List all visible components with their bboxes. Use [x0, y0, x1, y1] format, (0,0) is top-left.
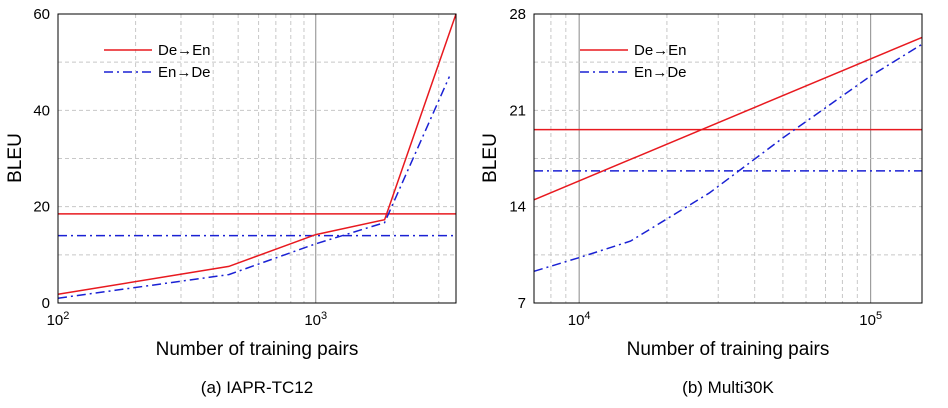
y-tick-label: 40: [33, 102, 50, 119]
grid: [58, 14, 456, 303]
legend-label: De→En: [158, 42, 211, 59]
y-tick-label: 60: [33, 6, 50, 23]
baseline-lines: [534, 128, 922, 172]
series-lines: [533, 36, 923, 273]
grid: [534, 14, 922, 303]
y-tick-label: 7: [518, 295, 526, 312]
y-tick-label: 20: [33, 199, 50, 216]
x-tick-label: 104: [568, 310, 591, 329]
y-tick-label: 0: [42, 295, 50, 312]
y-axis-label: BLEU: [5, 133, 26, 183]
series-line-en-de: [57, 76, 451, 299]
y-tick-labels: 7 14 21 28: [509, 6, 526, 312]
x-axis-label: Number of training pairs: [627, 339, 830, 360]
series-line-de-en: [57, 13, 457, 296]
x-tick-label: 105: [859, 310, 882, 329]
legend-label: En→De: [634, 64, 687, 81]
plot-frame: [533, 13, 923, 304]
chart-iapr-tc12: 0 20 40 60 102 103 De→En En→De BLEU Number of…: [5, 6, 457, 397]
x-tick-labels: 104 105: [568, 310, 882, 329]
x-axis-label: Number of training pairs: [156, 339, 359, 360]
series-line-de-en: [533, 36, 923, 201]
series-lines: [57, 13, 457, 299]
y-axis-label: BLEU: [480, 133, 501, 183]
legend-label: En→De: [158, 64, 211, 81]
legend: De→En En→De: [580, 42, 687, 81]
y-tick-label: 21: [509, 102, 526, 119]
x-tick-labels: 102 103: [47, 310, 328, 329]
legend-label: De→En: [634, 42, 687, 59]
plot-frame: [57, 13, 457, 304]
y-tick-label: 14: [509, 199, 526, 216]
caption: (b) Multi30K: [682, 378, 774, 397]
y-tick-label: 28: [509, 6, 526, 23]
chart-multi30k: 7 14 21 28 104 105 De→En En→De BLEU Number of…: [480, 6, 923, 397]
x-tick-label: 103: [304, 310, 327, 329]
y-tick-labels: 0 20 40 60: [33, 6, 50, 312]
series-line-en-de: [533, 43, 923, 273]
legend: De→En En→De: [104, 42, 211, 81]
x-tick-label: 102: [47, 310, 70, 329]
baseline-lines: [58, 213, 456, 237]
caption: (a) IAPR-TC12: [201, 378, 313, 397]
